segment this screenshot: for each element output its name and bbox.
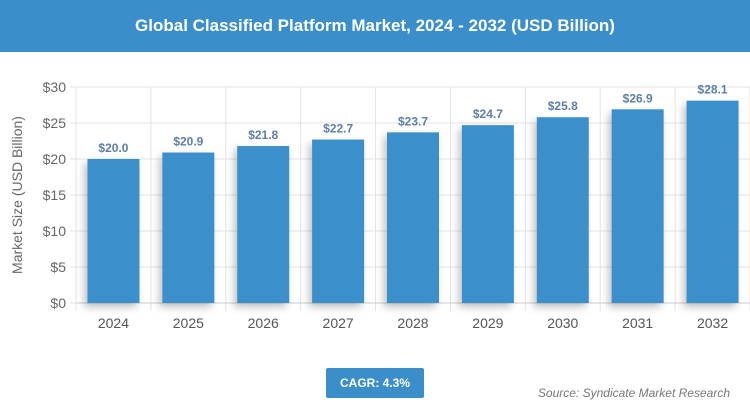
bar bbox=[87, 159, 140, 303]
data-label: $23.7 bbox=[398, 114, 428, 128]
x-tick-label: 2026 bbox=[248, 315, 279, 331]
x-tick-label: 2027 bbox=[323, 315, 354, 331]
chart-title: Global Classified Platform Market, 2024 … bbox=[135, 16, 615, 35]
y-tick-label: $20 bbox=[43, 151, 67, 167]
data-label: $20.9 bbox=[173, 135, 203, 149]
y-tick-label: $30 bbox=[43, 79, 67, 95]
data-label: $28.1 bbox=[698, 83, 728, 97]
data-label: $25.8 bbox=[548, 99, 578, 113]
y-tick-label: $15 bbox=[43, 187, 67, 203]
x-tick-label: 2031 bbox=[622, 315, 653, 331]
bar bbox=[536, 117, 589, 303]
bar bbox=[162, 152, 215, 303]
bar bbox=[237, 146, 290, 303]
bar bbox=[312, 139, 365, 303]
data-label: $22.7 bbox=[323, 122, 353, 136]
x-tick-label: 2028 bbox=[397, 315, 428, 331]
cagr-badge: CAGR: 4.3% bbox=[326, 368, 424, 398]
cagr-label: CAGR: 4.3% bbox=[339, 376, 410, 390]
bar-chart: $0 $5 $10 $15 $20 $25 $30 $20.0 2024 $20.9 2025 $21… bbox=[9, 79, 750, 331]
y-tick-label: $25 bbox=[43, 115, 67, 131]
x-tick-label: 2032 bbox=[697, 315, 728, 331]
data-label: $26.9 bbox=[623, 91, 653, 105]
y-axis-label: Market Size (USD Billion) bbox=[9, 116, 25, 274]
x-tick-label: 2024 bbox=[98, 315, 129, 331]
bar bbox=[611, 109, 664, 303]
x-tick-label: 2030 bbox=[547, 315, 578, 331]
bar bbox=[387, 132, 439, 303]
x-tick-label: 2025 bbox=[173, 315, 204, 331]
y-tick-label: $0 bbox=[50, 295, 66, 311]
data-label: $24.7 bbox=[473, 107, 503, 121]
chart-title-banner: Global Classified Platform Market, 2024 … bbox=[0, 0, 750, 52]
source-note: Source: Syndicate Market Research bbox=[537, 386, 730, 400]
bar bbox=[686, 100, 739, 304]
bar bbox=[461, 125, 514, 303]
x-tick-label: 2029 bbox=[472, 315, 503, 331]
y-tick-label: $5 bbox=[50, 259, 66, 275]
y-tick-label: $10 bbox=[43, 223, 67, 239]
data-label: $21.8 bbox=[248, 128, 278, 142]
data-label: $20.0 bbox=[98, 141, 128, 155]
